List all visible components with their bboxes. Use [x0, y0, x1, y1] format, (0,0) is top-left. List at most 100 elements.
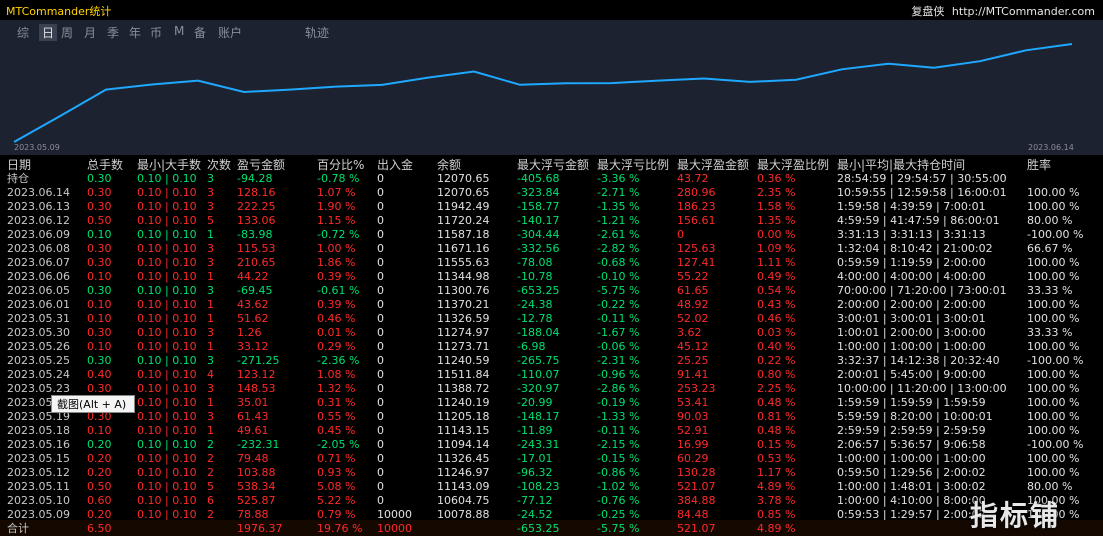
cell-dd_pct: -3.36 %	[597, 172, 640, 185]
cell-dd_amt: -77.12	[517, 494, 553, 507]
cell-flow: 10000	[377, 508, 412, 521]
cell-date: 2023.05.25	[7, 354, 70, 367]
cell-pct: -0.61 %	[317, 284, 360, 297]
column-header[interactable]: 最大浮亏比例	[597, 158, 670, 172]
column-header[interactable]: 胜率	[1027, 158, 1052, 172]
table-row[interactable]: 2023.05.15 0.20 0.10 | 0.10 2 79.48 0.71 % 0 11…	[0, 452, 1103, 466]
column-header[interactable]: 次数	[207, 158, 232, 172]
cell-flow: 0	[377, 382, 384, 395]
column-header[interactable]: 最小|大手数	[137, 158, 202, 172]
tab-9[interactable]: 账户	[218, 26, 243, 40]
table-row[interactable]: 2023.06.12 0.50 0.10 | 0.10 5 133.06 1.15 % 0 1…	[0, 214, 1103, 228]
column-header[interactable]: 最大浮亏金额	[517, 158, 590, 172]
table-row[interactable]: 2023.05.18 0.10 0.10 | 0.10 1 49.61 0.45 % 0 11…	[0, 424, 1103, 438]
cell-balance: 11388.72	[437, 382, 490, 395]
period-tabs: 综日周月季年币 M 备账户 轨迹	[0, 20, 1103, 42]
tab-6[interactable]: 币	[150, 26, 163, 40]
table-row[interactable]: 2023.06.01 0.10 0.10 | 0.10 1 43.62 0.39 % 0 11…	[0, 298, 1103, 312]
table-row[interactable]: 2023.06.08 0.30 0.10 | 0.10 3 115.53 1.00 % 0 1…	[0, 242, 1103, 256]
column-header[interactable]: 出入金	[377, 158, 414, 172]
tab-3[interactable]: 月	[84, 26, 97, 40]
cell-hold: 4:00:00 | 4:00:00 | 4:00:00	[837, 270, 986, 283]
cell-pnl: 210.65	[237, 256, 276, 269]
tab-10[interactable]: 轨迹	[305, 26, 330, 40]
cell-count: 5	[207, 480, 214, 493]
cell-pct: 1.07 %	[317, 186, 356, 199]
table-row[interactable]: 2023.05.12 0.20 0.10 | 0.10 2 103.88 0.93 % 0 1…	[0, 466, 1103, 480]
cell-pct: 0.31 %	[317, 396, 356, 409]
total-flow: 10000	[377, 522, 412, 535]
watermark-logo: 指标铺	[970, 499, 1061, 532]
tab-2[interactable]: 周	[61, 26, 74, 40]
table-row[interactable]: 2023.05.11 0.50 0.10 | 0.10 5 538.34 5.08 % 0 1…	[0, 480, 1103, 494]
cell-win: 100.00 %	[1027, 200, 1080, 213]
table-row[interactable]: 2023.06.06 0.10 0.10 | 0.10 1 44.22 0.39 % 0 11…	[0, 270, 1103, 284]
cell-pnl: 61.43	[237, 410, 269, 423]
column-header[interactable]: 日期	[7, 158, 32, 172]
cell-fp_amt: 52.91	[677, 424, 709, 437]
cell-fp_amt: 45.12	[677, 340, 709, 353]
tab-0[interactable]: 综	[17, 26, 30, 40]
cell-balance: 11326.45	[437, 452, 490, 465]
cell-dd_pct: -2.71 %	[597, 186, 640, 199]
table-row[interactable]: 2023.05.30 0.30 0.10 | 0.10 3 1.26 0.01 % 0 112…	[0, 326, 1103, 340]
cell-dd_amt: -405.68	[517, 172, 560, 185]
column-header[interactable]: 百分比%	[317, 158, 365, 172]
cell-minmax: 0.10 | 0.10	[137, 340, 197, 353]
chart-end-date: 2023.06.14	[1028, 143, 1074, 152]
column-header[interactable]: 余额	[437, 158, 462, 172]
cell-hold: 2:06:57 | 5:36:57 | 9:06:58	[837, 438, 986, 451]
table-row[interactable]: 2023.06.14 0.30 0.10 | 0.10 3 128.16 1.07 % 0 1…	[0, 186, 1103, 200]
cell-dd_pct: -0.96 %	[597, 368, 640, 381]
cell-flow: 0	[377, 270, 384, 283]
column-header[interactable]: 最小|平均|最大持仓时间	[837, 158, 966, 172]
cell-dd_pct: -0.11 %	[597, 424, 640, 437]
table-row[interactable]: 2023.05.25 0.30 0.10 | 0.10 3 -271.25 -2.36 %…	[0, 354, 1103, 368]
tab-7[interactable]: M	[174, 24, 185, 38]
table-row[interactable]: 2023.05.31 0.10 0.10 | 0.10 1 51.62 0.46 % 0 11…	[0, 312, 1103, 326]
table-row[interactable]: 2023.05.23 0.30 0.10 | 0.10 3 148.53 1.32 % 0 1…	[0, 382, 1103, 396]
tab-5[interactable]: 年	[129, 26, 142, 40]
tab-4[interactable]: 季	[107, 26, 120, 40]
cell-win: 33.33 %	[1027, 326, 1073, 339]
cell-balance: 11671.16	[437, 242, 490, 255]
cell-flow: 0	[377, 200, 384, 213]
cell-count: 2	[207, 438, 214, 451]
holding-row[interactable]: 持仓 0.30 0.10 | 0.10 3 -94.28 -0.78 % 0 12070.65…	[0, 172, 1103, 186]
brand-link[interactable]: http://MTCommander.com	[951, 5, 1095, 18]
cell-pct: 1.00 %	[317, 242, 356, 255]
cell-minmax: 0.10 | 0.10	[137, 508, 197, 521]
table-row[interactable]: 2023.06.07 0.30 0.10 | 0.10 3 210.65 1.86 % 0 1…	[0, 256, 1103, 270]
cell-flow: 0	[377, 424, 384, 437]
cell-hold: 1:59:58 | 4:39:59 | 7:00:01	[837, 200, 986, 213]
cell-dd_pct: -0.06 %	[597, 340, 640, 353]
cell-pct: -2.36 %	[317, 354, 360, 367]
table-row[interactable]: 2023.05.19 0.30 0.10 | 0.10 3 61.43 0.55 % 0 11…	[0, 410, 1103, 424]
table-row[interactable]: 2023.05.16 0.20 0.10 | 0.10 2 -232.31 -2.05 %…	[0, 438, 1103, 452]
tab-8[interactable]: 备	[194, 26, 207, 40]
cell-dd_pct: -2.31 %	[597, 354, 640, 367]
table-row[interactable]: 2023.06.05 0.30 0.10 | 0.10 3 -69.45 -0.61 % 0…	[0, 284, 1103, 298]
table-row[interactable]: 2023.05.24 0.40 0.10 | 0.10 4 123.12 1.08 % 0 1…	[0, 368, 1103, 382]
cell-minmax: 0.10 | 0.10	[137, 438, 197, 451]
cell-hold: 0:59:50 | 1:29:56 | 2:00:02	[837, 466, 986, 479]
cell-count: 3	[207, 200, 214, 213]
table-row[interactable]: 2023.05.26 0.10 0.10 | 0.10 1 33.12 0.29 % 0 11…	[0, 340, 1103, 354]
cell-hold: 1:32:04 | 8:10:42 | 21:00:02	[837, 242, 993, 255]
table-row[interactable]: 2023.06.13 0.30 0.10 | 0.10 3 222.25 1.90 % 0 1…	[0, 200, 1103, 214]
column-header[interactable]: 盈亏金额	[237, 158, 286, 172]
table-row[interactable]: 2023.05.10 0.60 0.10 | 0.10 6 525.87 5.22 % 0 1…	[0, 494, 1103, 508]
column-header[interactable]: 最大浮盈金额	[677, 158, 750, 172]
tab-1[interactable]: 日	[39, 24, 58, 41]
cell-flow: 0	[377, 340, 384, 353]
column-header[interactable]: 总手数	[87, 158, 124, 172]
cell-fp_pct: 0.48 %	[757, 424, 796, 437]
cell-minmax: 0.10 | 0.10	[137, 424, 197, 437]
cell-lots: 0.10	[87, 340, 112, 353]
table-row[interactable]: 2023.05.09 0.20 0.10 | 0.10 2 78.88 0.79 % 100…	[0, 508, 1103, 522]
table-row[interactable]: 2023.06.09 0.10 0.10 | 0.10 1 -83.98 -0.72 % 0…	[0, 228, 1103, 242]
cell-win: 100.00 %	[1027, 424, 1080, 437]
cell-lots: 0.10	[87, 270, 112, 283]
column-header[interactable]: 最大浮盈比例	[757, 158, 830, 172]
